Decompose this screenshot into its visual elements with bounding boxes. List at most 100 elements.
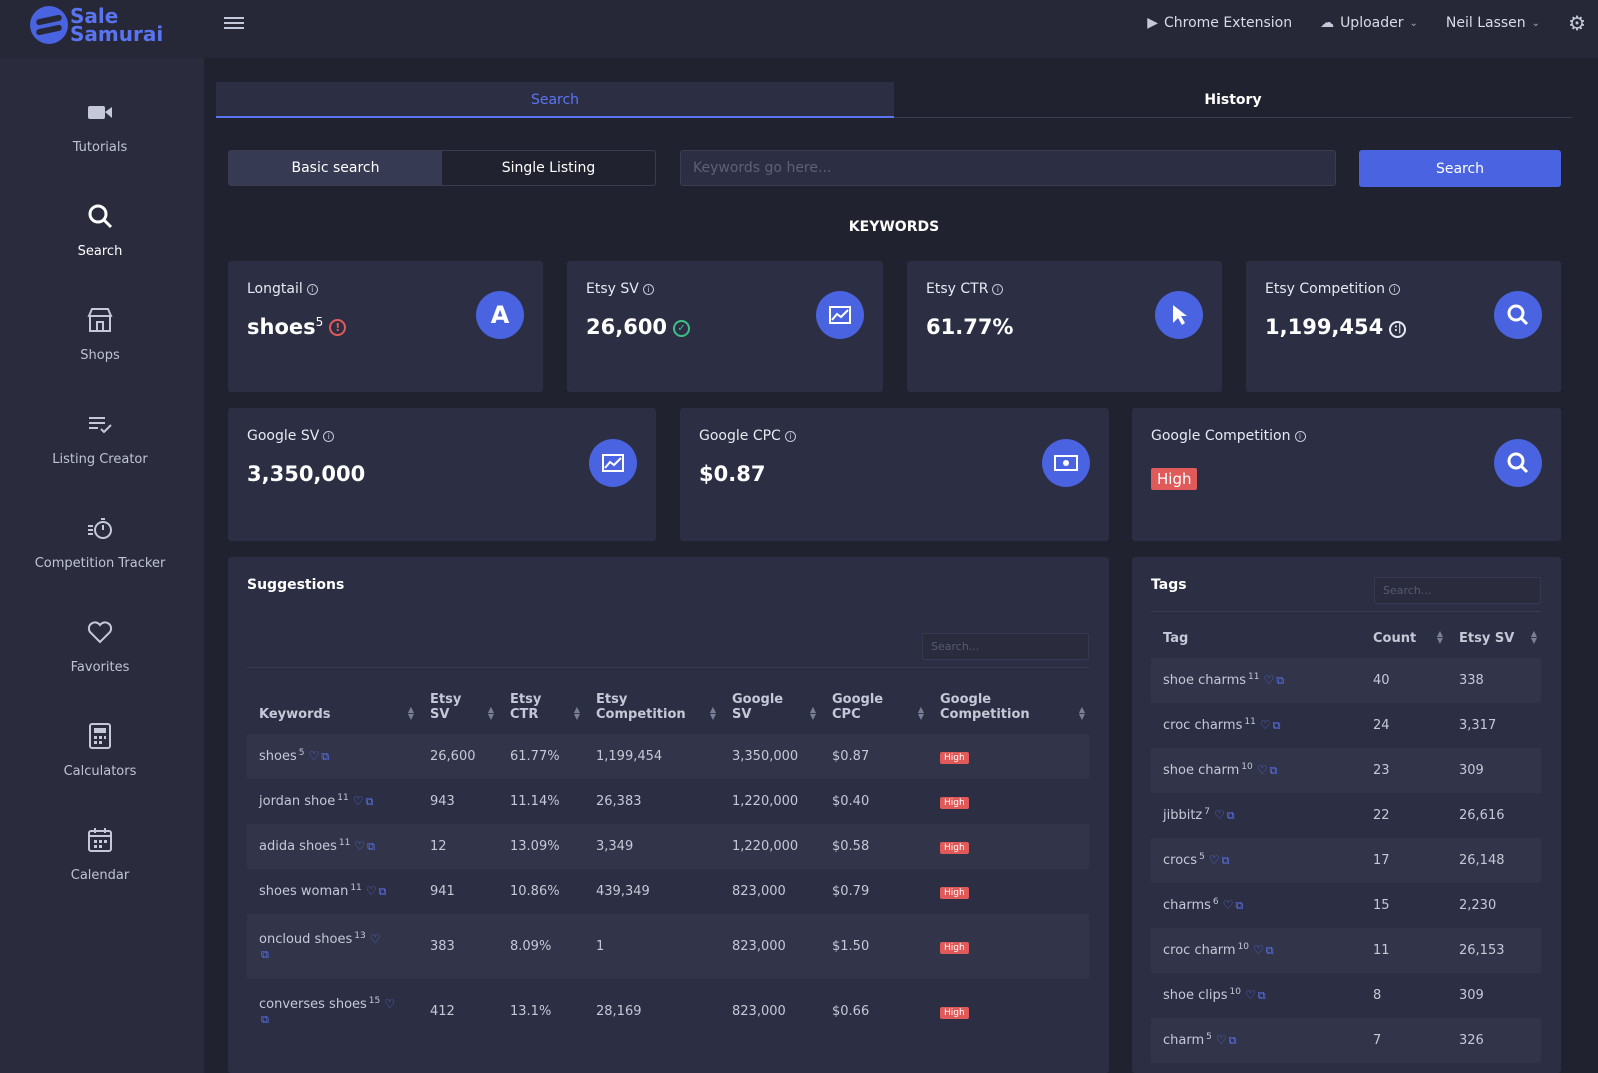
external-link-icon[interactable]: ⧉	[261, 947, 269, 961]
tab-history[interactable]: History	[1204, 92, 1262, 108]
tag-link[interactable]: jibbitz	[1163, 808, 1203, 823]
col-google-sv[interactable]: Google SV ▲ ▼	[732, 691, 816, 722]
external-link-icon[interactable]: ⧉	[321, 750, 330, 763]
user-menu[interactable]: Neil Lassen ⌄	[1446, 15, 1540, 31]
suggestions-search-input[interactable]	[922, 633, 1089, 660]
col-keywords[interactable]: Keywords ▲ ▼	[259, 704, 414, 722]
table-row[interactable]: croc charms 11 ♡ ⧉ 24 3,317	[1163, 717, 1497, 733]
heart-icon[interactable]: ♡	[354, 839, 366, 853]
table-row[interactable]: converses shoes 15 ♡ ⧉ 412 13.1% 28,169 823…	[247, 979, 1089, 1044]
col-google-competition[interactable]: Google Competition ▲ ▼	[940, 691, 1085, 722]
external-link-icon[interactable]: ⧉	[261, 1012, 269, 1026]
external-link-icon[interactable]: ⧉	[1269, 764, 1278, 777]
external-link-icon[interactable]: ⧉	[367, 840, 375, 853]
tag-link[interactable]: charms	[1163, 898, 1211, 913]
keyword-link[interactable]: oncloud shoes	[259, 931, 353, 947]
col-etsy-sv[interactable]: Etsy SV ▲ ▼	[430, 691, 494, 722]
table-row[interactable]: croc charm 10 ♡ ⧉ 11 26,153	[1151, 927, 1541, 973]
table-row[interactable]: oncloud shoes 13 ♡ ⧉ 383 8.09% 1 823,000 $1…	[247, 913, 1089, 979]
keyword-link[interactable]: shoes	[259, 749, 297, 764]
table-row[interactable]: shoes 5 ♡ ⧉ 26,600 61.77% 1,199,454 3,350,0…	[247, 733, 1089, 779]
keyword-link[interactable]: converses shoes	[259, 996, 367, 1012]
heart-icon[interactable]: ♡	[1263, 673, 1275, 687]
col-google-cpc[interactable]: Google CPC ▲ ▼	[832, 691, 924, 722]
sidebar-item-shops[interactable]: Shops	[0, 306, 200, 410]
info-icon[interactable]: i	[323, 431, 335, 442]
info-icon[interactable]: i	[642, 284, 654, 295]
info-icon[interactable]: i	[1389, 284, 1401, 295]
heart-icon[interactable]: ♡	[1214, 808, 1225, 822]
heart-icon[interactable]: ♡	[1244, 988, 1256, 1002]
logo[interactable]: Sale Samurai	[30, 6, 163, 44]
keyword-search-input[interactable]	[680, 150, 1336, 186]
table-row[interactable]: shoe charm 10 ♡ ⧉ 23 309	[1151, 747, 1541, 793]
table-row[interactable]: shoe clips 10 ♡ ⧉ 8 309	[1163, 987, 1484, 1003]
tags-search-input[interactable]	[1374, 577, 1541, 604]
menu-toggle-icon[interactable]	[224, 14, 244, 32]
heart-icon[interactable]: ♡	[352, 794, 364, 808]
uploader-menu[interactable]: ☁ Uploader ⌄	[1320, 15, 1418, 31]
info-icon[interactable]: i	[992, 284, 1004, 295]
tag-link[interactable]: croc charms	[1163, 718, 1243, 733]
heart-icon[interactable]: ♡	[369, 931, 381, 946]
external-link-icon[interactable]: ⧉	[1226, 809, 1235, 822]
info-icon[interactable]: i	[306, 284, 318, 295]
external-link-icon[interactable]: ⧉	[1235, 899, 1244, 912]
heart-icon[interactable]: ♡	[1256, 763, 1268, 777]
sidebar-item-competition-tracker[interactable]: Competition Tracker	[0, 514, 200, 618]
table-row[interactable]: shoes woman 11 ♡ ⧉ 941 10.86% 439,349 823,0…	[247, 869, 1089, 914]
col-tag[interactable]: Tag	[1163, 630, 1189, 646]
keyword-link[interactable]: jordan shoe	[259, 794, 336, 809]
keyword-link[interactable]: adida shoes	[259, 839, 337, 854]
col-count[interactable]: Count ▲ ▼	[1373, 628, 1443, 646]
col-etsy-competition[interactable]: Etsy Competition ▲ ▼	[596, 691, 716, 722]
info-icon[interactable]: i	[784, 431, 796, 442]
external-link-icon[interactable]: ⧉	[378, 885, 387, 898]
sidebar-item-search[interactable]: Search	[0, 202, 200, 306]
info-icon[interactable]: i	[1294, 431, 1306, 442]
tag-link[interactable]: shoe charm	[1163, 763, 1240, 778]
table-row[interactable]: jibbitz 7 ♡ ⧉ 22 26,616	[1163, 807, 1505, 823]
external-link-icon[interactable]: ⧉	[1276, 674, 1285, 687]
tag-link[interactable]: shoe charms	[1163, 673, 1247, 688]
tag-link[interactable]: charm	[1163, 1033, 1205, 1048]
tab-search[interactable]: Search	[216, 82, 894, 118]
external-link-icon[interactable]: ⧉	[1257, 989, 1266, 1002]
heart-icon[interactable]: ♡	[1208, 853, 1220, 867]
table-row[interactable]: shoe charms 11 ♡ ⧉ 40 338	[1151, 657, 1541, 703]
table-row[interactable]: jordan shoe 11 ♡ ⧉ 943 11.14% 26,383 1,220,…	[247, 779, 1089, 824]
tag-link[interactable]: crocs	[1163, 853, 1198, 868]
sidebar-item-calendar[interactable]: Calendar	[0, 826, 200, 930]
external-link-icon[interactable]: ⧉	[365, 795, 374, 808]
table-row[interactable]: adida shoes 11 ♡ ⧉ 12 13.09% 3,349 1,220,00…	[247, 823, 1089, 869]
gear-icon[interactable]: ⚙	[1568, 11, 1586, 35]
col-etsy-sv[interactable]: Etsy SV ▲ ▼	[1459, 628, 1537, 646]
basic-search-button[interactable]: Basic search	[229, 151, 442, 185]
heart-icon[interactable]: ♡	[1253, 943, 1264, 957]
table-row[interactable]: charms 6 ♡ ⧉ 15 2,230	[1163, 897, 1497, 913]
external-link-icon[interactable]: ⧉	[1228, 1034, 1237, 1047]
external-link-icon[interactable]: ⧉	[1272, 719, 1281, 732]
single-listing-button[interactable]: Single Listing	[501, 160, 596, 176]
heart-icon[interactable]: ♡	[365, 884, 377, 898]
keyword-link[interactable]: shoes woman	[259, 884, 349, 899]
heart-icon[interactable]: ♡	[1222, 898, 1234, 912]
sidebar-item-favorites[interactable]: Favorites	[0, 618, 200, 722]
heart-icon[interactable]: ♡	[1259, 718, 1271, 732]
sidebar-item-calculators[interactable]: Calculators	[0, 722, 200, 826]
sidebar-item-tutorials[interactable]: Tutorials	[0, 98, 200, 202]
main-content: Search History Basic search Single Listi…	[216, 58, 1598, 1073]
table-row[interactable]: crocs 5 ♡ ⧉ 17 26,148	[1151, 837, 1541, 883]
sidebar-item-listing-creator[interactable]: Listing Creator	[0, 410, 200, 514]
external-link-icon[interactable]: ⧉	[1221, 854, 1230, 867]
external-link-icon[interactable]: ⧉	[1265, 944, 1274, 957]
table-row[interactable]: charm 5 ♡ ⧉ 7 326	[1151, 1017, 1541, 1063]
heart-icon[interactable]: ♡	[1215, 1033, 1227, 1047]
tag-link[interactable]: shoe clips	[1163, 988, 1228, 1003]
tag-link[interactable]: croc charm	[1163, 943, 1236, 958]
search-button[interactable]: Search	[1359, 150, 1561, 187]
heart-icon[interactable]: ♡	[308, 749, 320, 763]
col-etsy-ctr[interactable]: Etsy CTR ▲ ▼	[510, 691, 580, 722]
heart-icon[interactable]: ♡	[384, 996, 396, 1011]
chrome-extension-link[interactable]: ▶ Chrome Extension	[1147, 15, 1292, 31]
